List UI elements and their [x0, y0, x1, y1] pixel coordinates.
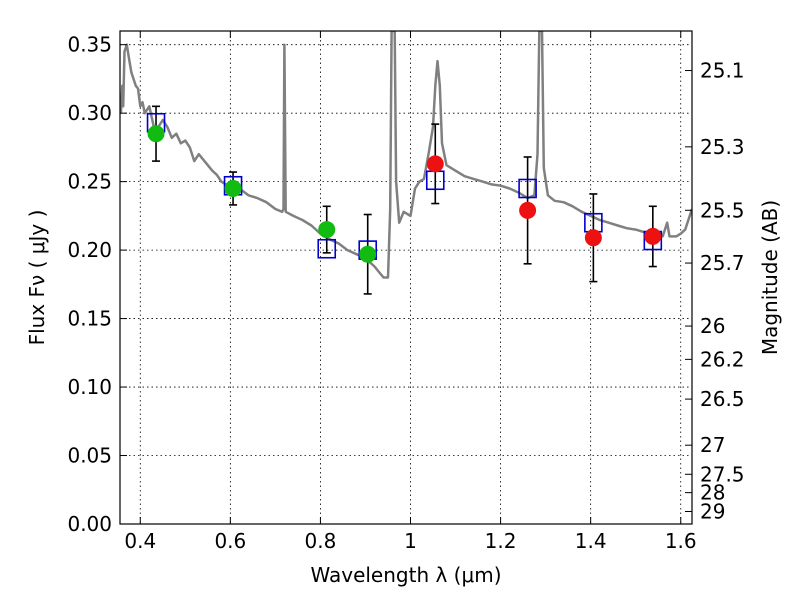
photometry-point [584, 229, 602, 247]
photometry-point [519, 201, 537, 219]
model-square-marker [317, 238, 337, 259]
spectrum-line [120, 31, 692, 279]
photometry-point [426, 155, 444, 173]
y2-tick-label: 27.5 [700, 462, 745, 486]
y-tick-label: 0.10 [67, 375, 112, 399]
plot-frame [119, 30, 693, 525]
x-tick-label: 1 [404, 529, 417, 553]
x-tick-label: 0.6 [214, 529, 246, 553]
photometry-point [318, 221, 336, 239]
y-tick-label: 0.20 [67, 238, 112, 262]
x-tick-label: 1.4 [575, 529, 607, 553]
y2-axis-label: Magnitude (AB) [758, 200, 782, 355]
y-tick-label: 0.15 [67, 307, 112, 331]
y2-tick-label: 25.1 [700, 59, 745, 83]
y-tick-label: 0.30 [67, 101, 112, 125]
y2-tick-label: 26.5 [700, 387, 745, 411]
x-axis-label: Wavelength λ (μm) [310, 563, 501, 587]
error-bars [152, 105, 657, 295]
y-tick-label: 0.00 [67, 512, 112, 536]
model-square-marker [518, 178, 537, 199]
y2-tick-label: 25.5 [700, 198, 745, 222]
y2-tick-label: 27 [700, 433, 725, 457]
y-tick-label: 0.35 [67, 33, 112, 57]
template-spectrum [120, 31, 692, 279]
y2-tick-label: 25.3 [700, 135, 745, 159]
x-tick-label: 1.2 [485, 529, 517, 553]
grid-lines [120, 31, 692, 524]
x-tick-label: 1.6 [665, 529, 697, 553]
photometry-point [147, 125, 165, 143]
x-tick-label: 0.8 [305, 529, 337, 553]
y2-tick-label: 26.2 [700, 347, 745, 371]
y2-tick-label: 26 [700, 314, 725, 338]
y-tick-label: 0.25 [67, 170, 112, 194]
y2-tick-label: 28 [700, 481, 725, 505]
photometry-point [644, 227, 662, 245]
photometry-point [359, 245, 377, 263]
y2-tick-label: 25.7 [700, 251, 745, 275]
axis-ticks: 0.4 0.6 0.8 1 1.2 1.4 1.6 0.00 0.05 0.10 0.15 0.20 0… [67, 31, 745, 553]
x-tick-label: 0.4 [124, 529, 156, 553]
data-markers [146, 112, 663, 263]
y2-tick-label: 29 [700, 500, 725, 524]
y-tick-label: 0.05 [67, 444, 112, 468]
photometry-point [224, 179, 242, 197]
y-axis-label: Flux Fν ( μJy ) [25, 210, 49, 346]
